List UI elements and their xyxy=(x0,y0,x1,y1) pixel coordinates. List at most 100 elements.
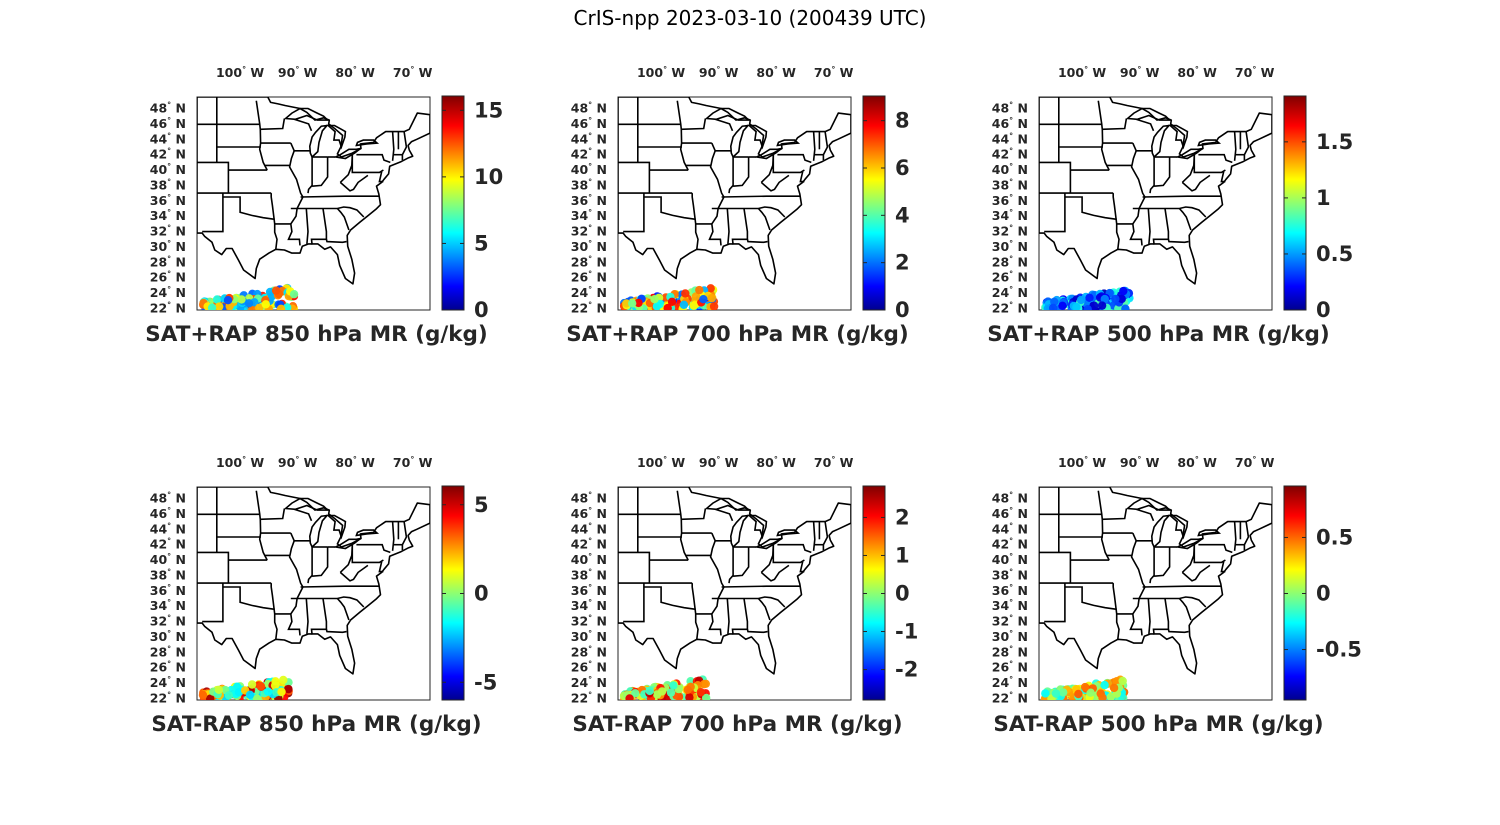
latitude-label: 46° N xyxy=(571,506,607,521)
lake-outline xyxy=(1168,124,1189,150)
panel-title: SAT-RAP 850 hPa MR (g/kg) xyxy=(151,712,481,737)
latitude-label: 28° N xyxy=(571,254,607,269)
observation-point xyxy=(657,687,667,696)
longitude-label: 80° W xyxy=(1177,65,1217,80)
map-panel-3: 100° W 90° W 80° W 70° W 48° N46° N44° N42° … xyxy=(987,65,1353,347)
lake-outline xyxy=(1174,537,1203,550)
latitude-label: 26° N xyxy=(571,270,607,285)
lake-outline xyxy=(355,139,380,147)
lake-outline xyxy=(1174,147,1203,160)
colorbar-tick-label: 10 xyxy=(474,165,503,189)
observation-point xyxy=(667,297,677,306)
colorbar-tick-label: -0.5 xyxy=(1316,638,1362,662)
latitude-label: 34° N xyxy=(150,598,186,613)
observation-point xyxy=(707,293,716,303)
longitude-label: 80° W xyxy=(756,455,796,470)
state-border xyxy=(777,153,812,164)
observation-point xyxy=(245,690,255,699)
observation-point xyxy=(256,681,265,691)
state-border xyxy=(733,547,750,577)
observation-point xyxy=(650,295,659,304)
observation-point xyxy=(1089,301,1099,310)
colorbar-tick-label: -5 xyxy=(474,670,497,694)
observation-point xyxy=(215,302,224,310)
observation-point xyxy=(263,687,273,696)
map-frame xyxy=(196,486,431,701)
state-border xyxy=(339,154,354,183)
latitude-label: 44° N xyxy=(571,131,607,146)
observation-point xyxy=(652,302,662,310)
lake-outline xyxy=(1125,497,1172,511)
state-border xyxy=(325,239,347,244)
state-border xyxy=(760,154,775,183)
latitude-label: 22° N xyxy=(992,301,1028,316)
state-border xyxy=(290,206,365,218)
state-border xyxy=(1135,118,1155,132)
lake-outline xyxy=(308,124,329,159)
latitude-label: 30° N xyxy=(571,629,607,644)
latitude-label: 46° N xyxy=(571,116,607,131)
observation-point xyxy=(247,680,257,689)
colorbar-tick-label: 0 xyxy=(474,582,489,606)
state-border xyxy=(695,613,722,636)
colorbar xyxy=(1283,95,1307,311)
observation-point xyxy=(279,675,288,685)
observation-point xyxy=(244,299,254,308)
state-border xyxy=(1181,544,1196,573)
latitude-label: 22° N xyxy=(571,301,607,316)
latitude-label: 42° N xyxy=(992,147,1028,162)
observation-point xyxy=(206,694,215,700)
state-border xyxy=(401,131,408,161)
map-panel-1: 100° W 90° W 80° W 70° W 48° N46° N44° N42° … xyxy=(145,65,503,347)
observation-point xyxy=(1112,677,1122,686)
colorbar-tick-label: 0 xyxy=(1316,582,1331,606)
state-border xyxy=(1178,597,1192,621)
latitude-label: 22° N xyxy=(992,691,1028,706)
state-border xyxy=(378,171,384,183)
colorbar-tick-label: 8 xyxy=(895,109,910,133)
lake-outline xyxy=(308,514,329,549)
lake-outline xyxy=(753,537,782,550)
panel-title: SAT+RAP 700 hPa MR (g/kg) xyxy=(566,322,908,347)
state-border xyxy=(623,193,645,233)
observation-point xyxy=(223,296,233,305)
observation-point xyxy=(1100,680,1109,690)
latitude-label: 36° N xyxy=(571,193,607,208)
latitude-label: 46° N xyxy=(992,116,1028,131)
state-border xyxy=(1135,508,1155,522)
latitude-label: 22° N xyxy=(571,691,607,706)
latitude-label: 24° N xyxy=(150,675,186,690)
longitude-label: 80° W xyxy=(335,455,375,470)
lake-outline xyxy=(753,147,782,160)
state-border xyxy=(339,564,369,582)
state-border xyxy=(728,547,734,584)
observation-point xyxy=(631,689,640,698)
map-frame xyxy=(617,486,852,701)
state-border xyxy=(197,161,230,194)
latitude-label: 46° N xyxy=(150,116,186,131)
latitude-label: 46° N xyxy=(150,506,186,521)
longitude-label: 100° W xyxy=(216,65,264,80)
longitude-label: 100° W xyxy=(1058,65,1106,80)
latitude-label: 44° N xyxy=(571,521,607,536)
longitude-label: 100° W xyxy=(1058,455,1106,470)
lake-outline xyxy=(1197,139,1222,147)
state-border xyxy=(336,597,350,621)
latitude-label: 48° N xyxy=(150,491,186,506)
latitude-label: 40° N xyxy=(571,552,607,567)
observation-point xyxy=(198,690,208,700)
map-frame xyxy=(1038,486,1273,701)
latitude-label: 36° N xyxy=(992,193,1028,208)
state-border xyxy=(300,585,379,588)
observation-point xyxy=(1074,689,1083,699)
latitude-label: 22° N xyxy=(150,301,186,316)
latitude-label: 34° N xyxy=(150,208,186,223)
state-border xyxy=(1044,193,1066,233)
latitude-label: 32° N xyxy=(992,224,1028,239)
state-border xyxy=(643,196,696,221)
state-border xyxy=(222,196,275,221)
latitude-label: 30° N xyxy=(150,239,186,254)
state-border xyxy=(733,157,750,187)
latitude-label: 26° N xyxy=(150,270,186,285)
longitude-label: 80° W xyxy=(756,65,796,80)
